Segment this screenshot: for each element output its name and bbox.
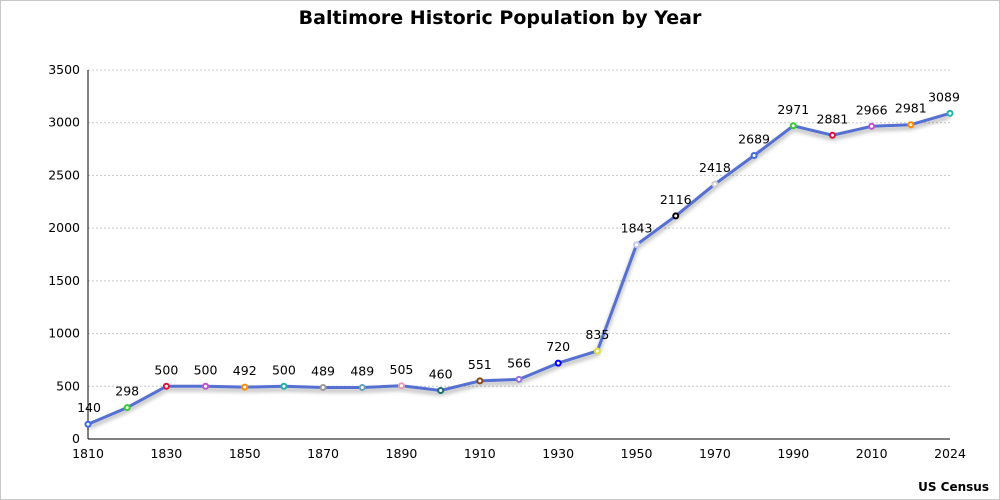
- data-point: [280, 382, 288, 390]
- data-point: [241, 383, 249, 391]
- x-tick-label: 1850: [229, 446, 261, 461]
- y-tick-label: 1000: [48, 326, 80, 341]
- data-label: 460: [429, 367, 453, 382]
- data-label: 140: [77, 400, 101, 415]
- y-tick-label: 2500: [48, 167, 80, 182]
- x-tick-label: 1870: [307, 446, 339, 461]
- data-point: [750, 152, 758, 160]
- x-tick-label: 1990: [777, 446, 809, 461]
- data-point: [554, 359, 562, 367]
- data-point: [946, 109, 954, 117]
- x-tick-label: 1950: [621, 446, 653, 461]
- x-tick-label: 1810: [72, 446, 104, 461]
- data-point: [789, 122, 797, 130]
- x-tick-label: 1910: [464, 446, 496, 461]
- chart-source: US Census: [918, 480, 989, 494]
- data-point: [358, 383, 366, 391]
- data-label: 489: [350, 363, 374, 378]
- data-point: [397, 382, 405, 390]
- data-point: [476, 377, 484, 385]
- data-point: [84, 420, 92, 428]
- data-point: [437, 387, 445, 395]
- data-point: [319, 383, 327, 391]
- x-tick-label: 1930: [542, 446, 574, 461]
- x-tick-label: 2024: [934, 446, 966, 461]
- data-point: [828, 131, 836, 139]
- data-point: [202, 382, 210, 390]
- x-tick-label: 2010: [856, 446, 888, 461]
- data-label: 500: [272, 362, 296, 377]
- data-point: [593, 347, 601, 355]
- data-point: [868, 122, 876, 130]
- y-tick-label: 500: [56, 378, 80, 393]
- data-point: [633, 241, 641, 249]
- data-point: [711, 180, 719, 188]
- data-label: 500: [194, 362, 218, 377]
- y-tick-label: 2000: [48, 220, 80, 235]
- data-label: 298: [115, 384, 139, 399]
- data-label: 492: [233, 363, 257, 378]
- y-tick-label: 3500: [48, 62, 80, 77]
- data-point: [162, 382, 170, 390]
- data-label: 2971: [777, 102, 809, 117]
- data-label: 489: [311, 363, 335, 378]
- data-label: 2981: [895, 101, 927, 116]
- data-label: 720: [546, 339, 570, 354]
- data-label: 500: [154, 362, 178, 377]
- data-label: 835: [585, 327, 609, 342]
- x-tick-label: 1970: [699, 446, 731, 461]
- data-point: [515, 375, 523, 383]
- y-tick-label: 3000: [48, 115, 80, 130]
- data-label: 2966: [856, 102, 888, 117]
- data-label: 2418: [699, 160, 731, 175]
- data-point: [672, 212, 680, 220]
- x-tick-label: 1890: [386, 446, 418, 461]
- data-label: 2881: [817, 111, 849, 126]
- data-label: 505: [390, 362, 414, 377]
- x-tick-label: 1830: [150, 446, 182, 461]
- data-label: 566: [507, 355, 531, 370]
- data-label: 3089: [928, 89, 960, 104]
- y-tick-label: 0: [72, 431, 80, 446]
- y-tick-label: 1500: [48, 273, 80, 288]
- data-label: 2116: [660, 192, 692, 207]
- data-point: [907, 121, 915, 129]
- data-label: 2689: [738, 132, 770, 147]
- data-label: 1843: [621, 221, 653, 236]
- data-point: [123, 404, 131, 412]
- chart-title: Baltimore Historic Population by Year: [298, 7, 702, 29]
- data-label: 551: [468, 357, 492, 372]
